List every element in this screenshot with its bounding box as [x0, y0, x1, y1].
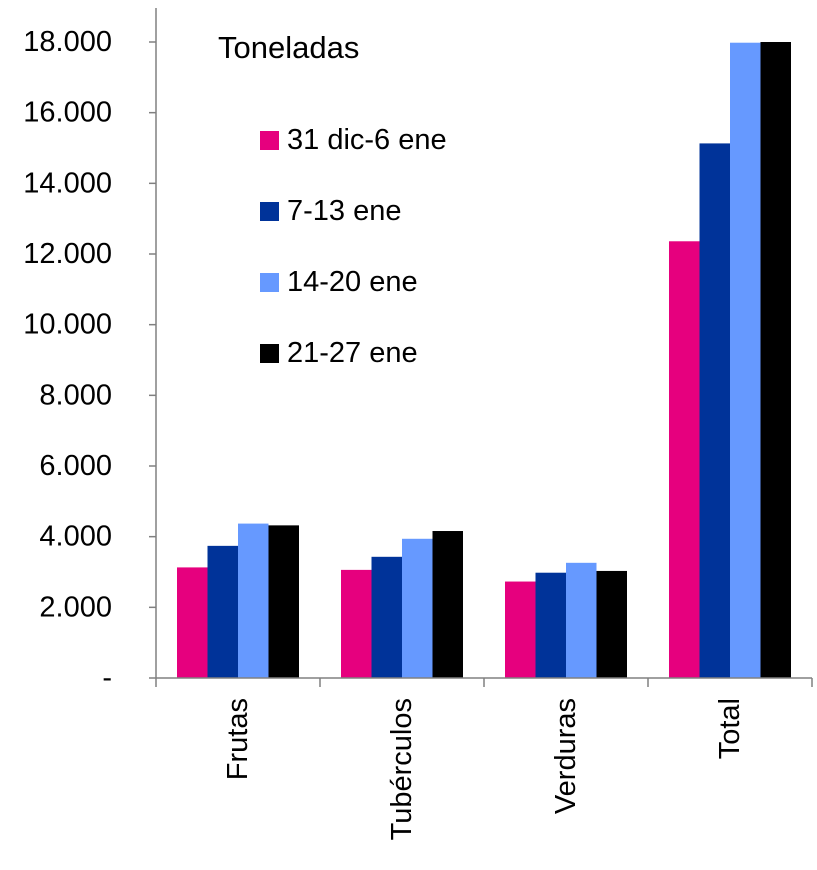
category-label-frutas: Frutas — [222, 698, 254, 780]
bar-verduras-series-1 — [505, 581, 536, 678]
bar-total-series-1 — [669, 241, 700, 678]
bar-frutas-series-3 — [238, 523, 269, 678]
bar-total-series-4 — [760, 42, 791, 678]
y-tick-label: - — [102, 662, 112, 694]
bar-frutas-series-2 — [207, 545, 238, 678]
legend-label-2: 7-13 ene — [287, 195, 402, 227]
category-labels: Frutas Tubérculos Verduras Total — [222, 698, 746, 840]
bar-frutas-series-1 — [177, 567, 208, 678]
y-tick-label: 12.000 — [23, 238, 112, 270]
y-tick-label: 16.000 — [23, 97, 112, 129]
y-tick-label: 14.000 — [23, 167, 112, 199]
bar-verduras-series-3 — [566, 562, 597, 678]
legend-label-4: 21-27 ene — [287, 337, 418, 369]
legend-swatch-2 — [260, 202, 279, 221]
category-label-total: Total — [714, 698, 746, 759]
y-tick-labels: - 2.000 4.000 6.000 8.000 10.000 12.000 14.000 1… — [23, 26, 112, 694]
y-tick-label: 4.000 — [39, 521, 112, 553]
bar-verduras-series-2 — [535, 572, 566, 678]
bar-tub-rculos-series-3 — [402, 538, 433, 678]
bar-tub-rculos-series-1 — [341, 569, 372, 678]
legend-swatch-3 — [260, 273, 279, 292]
legend-swatch-4 — [260, 344, 279, 363]
axes-layer — [149, 8, 813, 687]
y-tick-label: 8.000 — [39, 379, 112, 411]
bars-layer — [177, 42, 791, 678]
bar-verduras-series-4 — [596, 570, 627, 678]
bar-frutas-series-4 — [268, 525, 299, 678]
y-tick-label: 6.000 — [39, 450, 112, 482]
category-label-tub-rculos: Tubérculos — [386, 698, 418, 840]
legend-label-3: 14-20 ene — [287, 266, 418, 298]
bar-tub-rculos-series-2 — [371, 556, 402, 678]
legend-label-1: 31 dic-6 ene — [287, 124, 447, 156]
y-tick-label: 18.000 — [23, 26, 112, 58]
chart-title: Toneladas — [218, 30, 359, 65]
bar-total-series-2 — [699, 143, 730, 678]
legend-swatch-1 — [260, 131, 279, 150]
bar-total-series-3 — [730, 42, 761, 678]
y-tick-label: 2.000 — [39, 591, 112, 623]
category-label-verduras: Verduras — [550, 698, 582, 814]
legend: 31 dic-6 ene 7-13 ene 14-20 ene 21-27 ene — [260, 124, 447, 369]
y-tick-label: 10.000 — [23, 309, 112, 341]
bar-tub-rculos-series-4 — [432, 531, 463, 678]
